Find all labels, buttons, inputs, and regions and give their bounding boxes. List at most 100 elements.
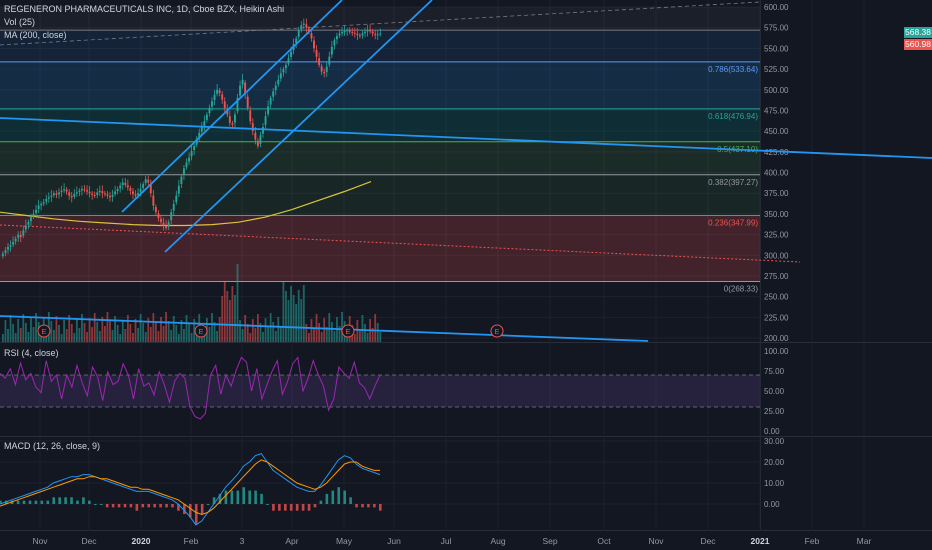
candle-body: [17, 234, 20, 238]
volume-bar: [165, 312, 167, 342]
candle-body: [305, 24, 308, 28]
macd-histogram-bar: [4, 500, 8, 504]
candle-body: [315, 50, 318, 57]
candle-body: [374, 33, 377, 36]
candle-body: [78, 190, 81, 193]
candle-body: [346, 30, 349, 32]
volume-bar: [216, 331, 218, 342]
volume-bar: [287, 300, 290, 342]
candle-body: [369, 30, 372, 32]
volume-bar: [239, 320, 241, 342]
candle-body: [98, 190, 101, 193]
candle-body: [371, 31, 374, 34]
macd-histogram-bar: [70, 497, 73, 504]
candle-body: [376, 34, 379, 36]
volume-bar: [144, 332, 147, 342]
volume-bar: [124, 329, 127, 342]
volume-bar: [300, 299, 303, 342]
candle-body: [246, 96, 249, 108]
trendline: [0, 117, 932, 159]
macd-histogram-bar: [22, 500, 26, 504]
volume-legend[interactable]: Vol (25): [4, 17, 35, 27]
macd-histogram-bar: [337, 487, 341, 504]
macd-histogram-bar: [177, 504, 180, 511]
rsi-legend[interactable]: RSI (4, close): [4, 348, 59, 358]
candle-body: [221, 94, 224, 100]
macd-histogram-bar: [361, 504, 364, 508]
fib-zone: [0, 108, 760, 142]
ma-legend[interactable]: MA (200, close): [4, 30, 67, 40]
candle-body: [24, 225, 27, 230]
candle-body: [1, 253, 4, 257]
candle-body: [348, 30, 351, 32]
volume-bar: [190, 333, 193, 342]
price-tick-label: 325.00: [764, 231, 789, 240]
volume-bar: [160, 317, 162, 342]
volume-bar: [24, 323, 27, 342]
volume-bar: [211, 313, 213, 342]
candle-body: [213, 94, 216, 101]
candle-body: [101, 191, 104, 194]
volume-bar: [193, 319, 196, 342]
candle-body: [60, 190, 63, 193]
candle-body: [234, 114, 236, 123]
date-tick-label: 3: [240, 536, 245, 546]
price-tick-label: 450.00: [764, 127, 789, 136]
candle-body: [264, 116, 267, 125]
volume-bar: [249, 333, 252, 342]
macd-histogram-bar: [254, 490, 257, 504]
candle-body: [22, 230, 25, 236]
candle-body: [262, 126, 264, 134]
candle-body: [157, 213, 160, 219]
fib-level-label: 0.786(533.64): [708, 65, 758, 74]
volume-bar: [75, 319, 78, 342]
volume-bar: [353, 334, 356, 342]
date-tick-label: Dec: [700, 536, 716, 546]
candle-body: [111, 194, 114, 197]
volume-bar: [30, 318, 32, 342]
volume-bar: [328, 313, 331, 342]
candle-body: [279, 73, 282, 79]
volume-bar: [22, 314, 25, 342]
candle-body: [172, 203, 175, 211]
volume-bar: [35, 313, 37, 342]
macd-histogram-bar: [189, 504, 192, 518]
candle-body: [218, 90, 221, 94]
price-tick-label: 375.00: [764, 189, 789, 198]
candle-body: [58, 192, 60, 195]
macd-histogram-bar: [16, 500, 20, 504]
date-tick-label: Oct: [597, 536, 611, 546]
macd-histogram-bar: [230, 490, 234, 504]
date-tick-label: Nov: [648, 536, 664, 546]
rsi-tick-label: 0.00: [764, 427, 780, 436]
macd-legend[interactable]: MACD (12, 26, close, 9): [4, 441, 100, 451]
volume-bar: [262, 332, 264, 342]
macd-histogram-bar: [52, 497, 56, 504]
candle-body: [226, 109, 229, 115]
candle-body: [343, 30, 346, 32]
candle-body: [149, 184, 152, 194]
volume-bar: [180, 320, 183, 342]
volume-bar: [361, 315, 364, 342]
candle-body: [256, 140, 259, 147]
macd-histogram-bar: [325, 493, 329, 504]
macd-histogram-bar: [212, 497, 216, 504]
macd-histogram-bar: [82, 497, 85, 504]
volume-bar: [257, 314, 259, 342]
price-tick-label: 500.00: [764, 86, 789, 95]
candle-body: [320, 66, 323, 72]
candle-body: [353, 32, 356, 34]
date-tick-label: Feb: [805, 536, 820, 546]
candle-body: [63, 189, 66, 191]
candle-body: [185, 162, 188, 168]
volume-bar: [4, 320, 7, 342]
macd-histogram-bar: [331, 490, 335, 504]
rsi-tick-label: 25.00: [764, 407, 785, 416]
candle-body: [124, 182, 127, 185]
volume-bar: [58, 325, 60, 342]
price-tick-label: 425.00: [764, 148, 789, 157]
macd-histogram-bar: [64, 497, 67, 504]
price-tick-label: 225.00: [764, 313, 789, 322]
price-tick-label: 300.00: [764, 251, 789, 260]
